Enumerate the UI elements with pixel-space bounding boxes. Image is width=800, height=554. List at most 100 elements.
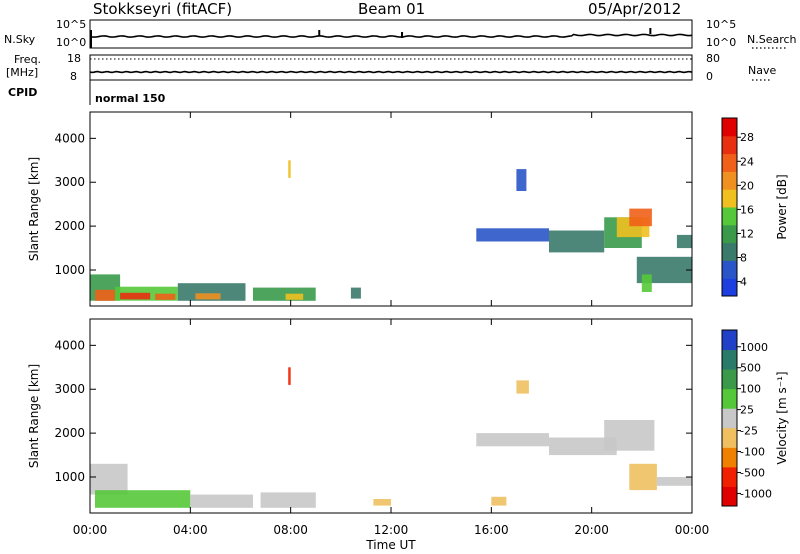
velocity-colorbar-tick-label: -1000: [740, 487, 772, 500]
velocity-data-region: [516, 380, 529, 394]
nsky-spike: [318, 30, 321, 36]
velocity-ylabel: Slant Range [km]: [27, 364, 41, 468]
power-colorbar-tick-label: 28: [740, 131, 754, 144]
nsky-label: N.Sky: [4, 33, 36, 46]
velocity-colorbar-tick-label: -100: [740, 446, 765, 459]
power-data-region: [641, 274, 652, 292]
velocity-colorbar-tick-label: -500: [740, 466, 765, 479]
velocity-colorbar-tick-label: 1000: [740, 341, 768, 354]
power-data-region: [288, 160, 291, 178]
power-colorbar-tick-label: 20: [740, 179, 754, 192]
station-title: Stokkseyri (fitACF): [93, 0, 233, 18]
power-ytick-label: 1000: [54, 263, 85, 277]
cpid-label: CPID: [8, 86, 38, 99]
velocity-data-region: [373, 499, 391, 506]
power-data-region: [476, 228, 549, 242]
power-ytick-label: 2000: [54, 219, 85, 233]
velocity-data-region: [95, 490, 191, 508]
power-colorbar-frame: [721, 117, 738, 297]
xtick-label: 08:00: [273, 523, 308, 537]
freq-label: Freq.: [14, 53, 42, 66]
velocity-data-region: [288, 367, 291, 385]
power-data-region: [95, 289, 116, 301]
power-data-region: [629, 208, 652, 227]
power-colorbar-label: Power [dB]: [775, 174, 789, 239]
freq-tick-hi: 18: [67, 52, 81, 65]
power-colorbar-cell: [722, 278, 737, 297]
date-title: 05/Apr/2012: [588, 0, 682, 18]
status-panels: [89, 19, 787, 105]
xtick-label: 04:00: [173, 523, 208, 537]
power-data-region: [253, 287, 316, 301]
velocity-data-region: [604, 420, 655, 451]
xtick-label: 16:00: [474, 523, 509, 537]
beam-title: Beam 01: [358, 0, 426, 18]
log-lo-right: 10^0: [706, 36, 737, 49]
xtick-label: 12:00: [374, 523, 409, 537]
velocity-colorbar-cell: [722, 330, 737, 351]
velocity-ytick-label: 3000: [54, 382, 85, 396]
nave-label: Nave: [748, 64, 777, 77]
axes: 4000 3000 2000 1000 Slant Range [km] 28 24 20 16…: [27, 111, 789, 552]
freq-tick-lo: 8: [70, 70, 77, 83]
velocity-colorbar-cell: [722, 466, 737, 487]
velocity-colorbar-cell: [722, 427, 737, 448]
nave-tick-lo: 0: [706, 70, 713, 83]
velocity-colorbar-frame: [721, 329, 738, 507]
velocity-data-region: [491, 496, 507, 506]
velocity-ytick-label: 2000: [54, 426, 85, 440]
nsky-spike: [401, 32, 404, 38]
power-colorbar-cell: [722, 260, 737, 279]
velocity-colorbar-tick-label: 500: [740, 362, 761, 375]
velocity-ytick-label: 4000: [54, 338, 85, 352]
power-colorbar-tick-label: 12: [740, 227, 754, 240]
velocity-colorbar-cell: [722, 408, 737, 429]
xaxis-label: Time UT: [365, 538, 416, 552]
power-data-region: [350, 287, 361, 299]
power-colorbar-tick-label: 16: [740, 203, 754, 216]
nave-trace: [89, 70, 693, 74]
power-data-region: [285, 293, 304, 300]
nave-tick-hi: 80: [706, 52, 720, 65]
velocity-data-region: [190, 494, 253, 508]
velocity-data-region: [260, 492, 316, 508]
velocity-colorbar-cell: [722, 349, 737, 370]
power-data-region: [676, 234, 692, 249]
power-ytick-label: 4000: [54, 131, 85, 145]
velocity-colorbar-cell: [722, 388, 737, 409]
velocity-colorbar-cell: [722, 447, 737, 468]
power-panel-frame: [89, 111, 693, 307]
plot-panels: [90, 160, 692, 508]
power-colorbar-cell: [722, 189, 737, 208]
power-ylabel: Slant Range [km]: [27, 157, 41, 261]
xtick-label: 00:00: [73, 523, 108, 537]
power-colorbar-cell: [722, 224, 737, 244]
velocity-data-region: [656, 477, 692, 486]
velocity-colorbar-cell: [722, 369, 737, 390]
power-colorbar-cell: [722, 118, 737, 137]
nsky-trace: [89, 33, 693, 38]
xtick-label: 20:00: [574, 523, 609, 537]
power-colorbar-cell: [722, 135, 737, 155]
nsky-start-mark: [90, 30, 92, 48]
velocity-colorbar-tick-label: 100: [740, 383, 761, 396]
velocity-ytick-label: 1000: [54, 470, 85, 484]
power-colorbar-tick-label: 24: [740, 155, 754, 168]
power-data-region: [549, 230, 605, 253]
log-lo-left: 10^0: [56, 36, 87, 49]
power-data-region: [516, 169, 527, 191]
power-colorbar-cell: [722, 242, 737, 261]
nsky-panel: [89, 19, 693, 49]
power-data-region: [155, 293, 176, 300]
log-hi-left: 10^5: [56, 18, 87, 31]
velocity-colorbar-label: Velocity [m s⁻¹]: [775, 371, 789, 464]
velocity-data-region: [90, 463, 128, 495]
velocity-data-region: [549, 437, 617, 456]
power-data-region: [195, 293, 221, 300]
power-ytick-label: 3000: [54, 175, 85, 189]
freq-panel: [89, 54, 693, 81]
xtick-label: 00:00: [675, 523, 710, 537]
velocity-data-region: [629, 463, 657, 491]
velocity-colorbar-cell: [722, 486, 737, 507]
